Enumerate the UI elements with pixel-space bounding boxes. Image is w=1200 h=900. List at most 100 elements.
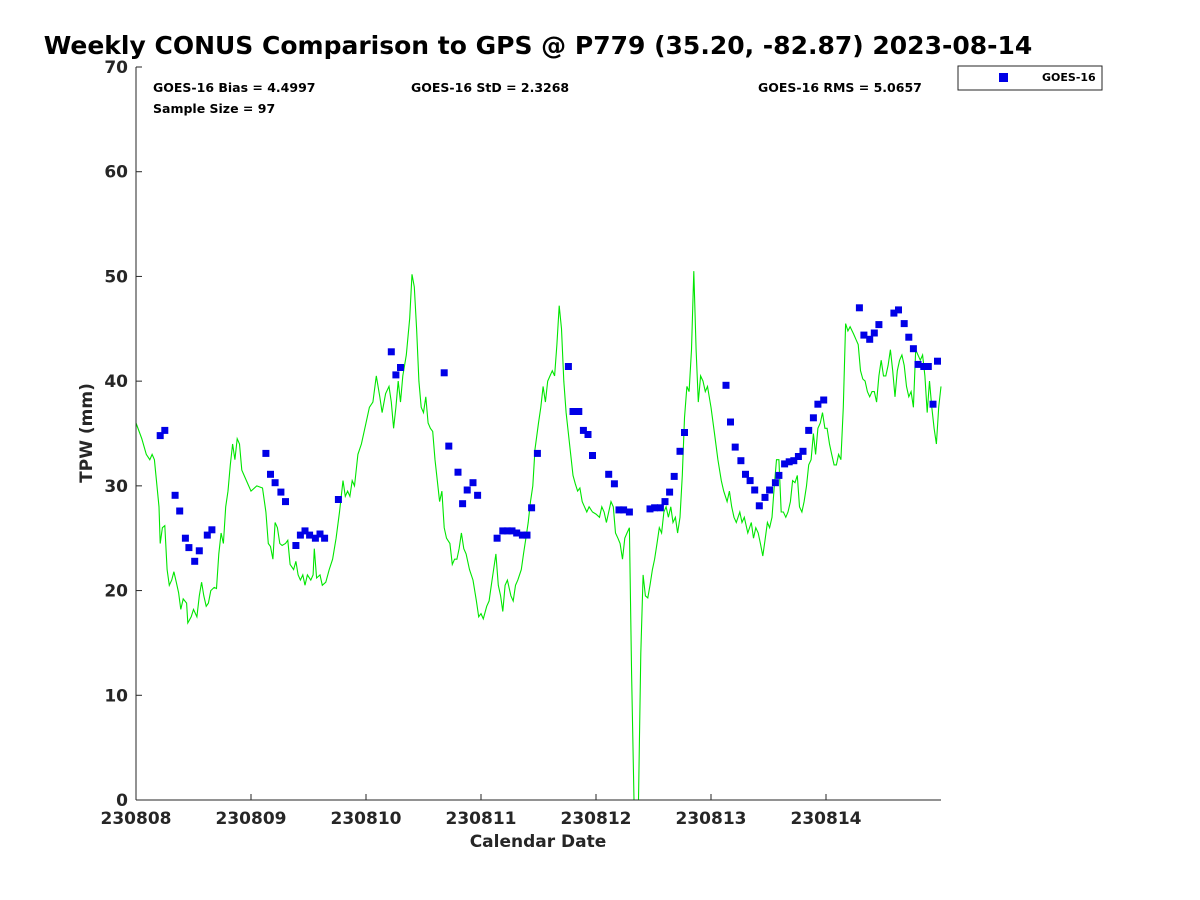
- goes-data-point: [564, 363, 572, 370]
- goes-data-point: [203, 531, 211, 539]
- y-tick-label: 0: [116, 791, 128, 811]
- x-tick-label: 230808: [101, 809, 172, 829]
- goes-data-point: [661, 498, 669, 506]
- goes-data-point: [584, 431, 592, 438]
- goes-data-point: [895, 306, 902, 314]
- goes-data-point: [454, 468, 462, 476]
- x-axis-ticks: 230808 230809 230810 230811 230812 230813 2308…: [101, 794, 862, 829]
- legend-box: [957, 65, 1103, 91]
- bias-stat: GOES-16 Bias = 4.4997: [153, 80, 315, 95]
- plot-area: [135, 67, 942, 801]
- goes-data-point: [666, 488, 674, 496]
- goes-data-point: [934, 357, 941, 365]
- goes-data-point: [870, 329, 878, 337]
- goes-data-point: [503, 527, 511, 535]
- x-axis-label: Calendar Date: [470, 832, 607, 852]
- goes-data-point: [321, 534, 329, 542]
- goes-data-point: [161, 426, 169, 434]
- legend: GOES-16: [957, 65, 1103, 91]
- goes-data-point: [875, 321, 883, 329]
- x-tick-label: 230810: [331, 809, 402, 829]
- x-tick-label: 230809: [216, 809, 287, 829]
- y-tick-label: 70: [104, 58, 128, 78]
- legend-marker-square-icon: [999, 73, 1008, 82]
- goes-data-point: [589, 452, 596, 459]
- goes-data-point: [905, 333, 913, 341]
- gps-series-line: [135, 271, 942, 801]
- goes-data-point: [790, 457, 798, 465]
- goes-data-point: [755, 502, 763, 510]
- goes-data-point: [195, 547, 203, 555]
- chart-title: Weekly CONUS Comparison to GPS @ P779 (3…: [44, 31, 1033, 60]
- y-tick-label: 60: [104, 163, 128, 183]
- y-tick-label: 40: [104, 372, 128, 392]
- y-tick-label: 30: [104, 477, 128, 497]
- y-tick-label: 50: [104, 267, 128, 287]
- goes-data-point: [866, 335, 874, 343]
- goes-data-point: [820, 396, 828, 404]
- goes-data-point: [208, 526, 216, 534]
- goes-data-point: [814, 400, 822, 408]
- gps-line-layer: [135, 271, 942, 801]
- goes-data-point: [176, 507, 184, 515]
- rms-stat: GOES-16 RMS = 5.0657: [758, 80, 922, 95]
- goes-point-layer: [156, 304, 941, 565]
- goes-data-point: [909, 345, 917, 353]
- goes-data-point: [625, 508, 633, 516]
- goes-data-point: [799, 447, 807, 455]
- goes-data-point: [890, 309, 898, 317]
- goes-data-point: [775, 471, 783, 479]
- goes-data-point: [900, 320, 908, 328]
- x-tick-label: 230812: [561, 809, 632, 829]
- goes-data-point: [575, 408, 583, 415]
- y-axis-label: TPW (mm): [77, 383, 97, 483]
- goes-data-point: [727, 418, 734, 426]
- y-axis-ticks: 0 10 20 30 40 50 60 70: [104, 58, 142, 811]
- goes-data-point: [924, 363, 932, 370]
- goes-data-point: [615, 506, 623, 514]
- goes-data-point: [311, 534, 319, 542]
- plot-background: [136, 67, 941, 800]
- goes-data-point: [523, 531, 531, 539]
- goes-data-point: [528, 504, 536, 512]
- goes-data-point: [277, 488, 285, 496]
- goes-data-point: [181, 534, 189, 542]
- goes-data-point: [387, 348, 395, 356]
- goes-data-point: [271, 479, 279, 487]
- goes-data-point: [785, 458, 793, 466]
- goes-data-point: [474, 491, 482, 499]
- goes-data-point: [766, 486, 774, 494]
- goes-data-point: [508, 527, 516, 535]
- goes-data-point: [579, 426, 587, 434]
- goes-data-point: [334, 496, 342, 503]
- goes-data-point: [914, 360, 922, 368]
- goes-data-point: [156, 432, 164, 440]
- goes-data-point: [722, 381, 730, 389]
- goes-data-point: [742, 470, 749, 478]
- goes-data-point: [761, 493, 769, 501]
- goes-data-point: [301, 527, 309, 535]
- goes-data-point: [185, 544, 193, 552]
- goes-data-point: [518, 531, 526, 539]
- x-tick-label: 230814: [791, 809, 862, 829]
- goes-data-point: [805, 426, 813, 434]
- goes-data-point: [670, 472, 678, 480]
- goes-data-point: [171, 491, 179, 499]
- std-stat: GOES-16 StD = 2.3268: [411, 80, 569, 95]
- goes-data-point: [296, 531, 304, 539]
- goes-data-point: [569, 408, 577, 415]
- goes-data-point: [651, 504, 659, 512]
- goes-data-point: [751, 486, 759, 494]
- goes-data-point: [610, 480, 618, 488]
- goes-data-point: [292, 542, 300, 549]
- goes-data-point: [620, 506, 628, 514]
- goes-data-point: [191, 557, 199, 565]
- goes-data-point: [463, 486, 471, 494]
- goes-data-point: [397, 364, 404, 371]
- y-tick-label: 20: [104, 582, 128, 602]
- sample-size-stat: Sample Size = 97: [153, 101, 275, 116]
- goes-data-point: [262, 449, 270, 457]
- goes-data-point: [605, 470, 613, 478]
- goes-data-point: [781, 460, 789, 468]
- goes-data-point: [445, 442, 453, 450]
